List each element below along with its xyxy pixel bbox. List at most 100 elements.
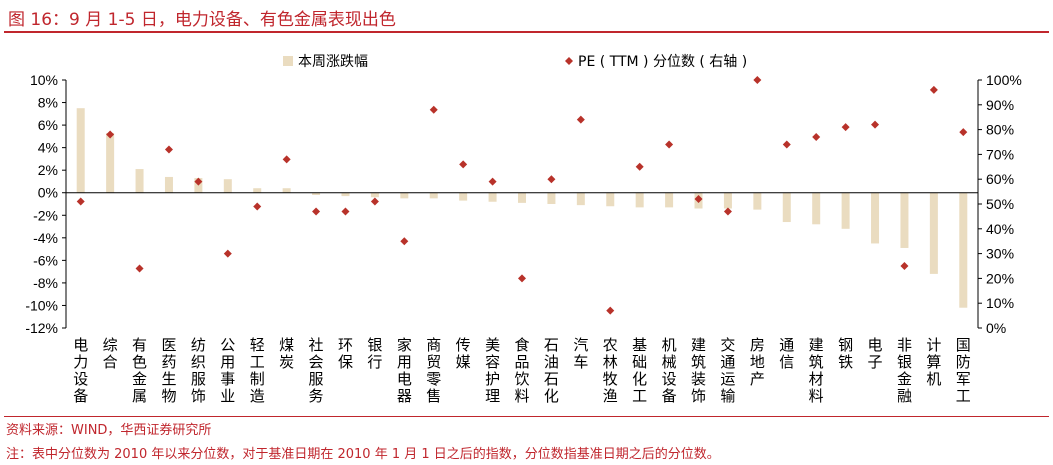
left-tick-label: 10% <box>30 72 58 88</box>
category-label: 综合 <box>103 336 118 371</box>
right-tick-label: 60% <box>986 171 1014 187</box>
pe-marker <box>459 160 468 169</box>
right-tick-label: 80% <box>986 122 1014 138</box>
category-label: 交通运输 <box>720 336 735 405</box>
bar <box>753 192 762 210</box>
bar <box>164 176 173 193</box>
legend-marker-swatch <box>565 57 573 65</box>
category-label: 石油石化 <box>544 336 559 405</box>
pe-marker <box>900 262 909 270</box>
left-tick-label: -12% <box>25 320 58 336</box>
category-label: 轻工制造 <box>250 336 265 405</box>
category-label: 基础化工 <box>632 336 647 405</box>
pe-marker <box>312 207 321 216</box>
pe-marker <box>782 140 791 149</box>
pe-marker <box>488 177 497 186</box>
note-text: 注：表中分位数为 2010 年以来分位数，对于基准日期在 2010 年 1 月 … <box>6 447 720 462</box>
legend-bar-label: 本周涨跌幅 <box>298 54 368 70</box>
pe-marker <box>929 85 938 94</box>
category-label: 通信 <box>779 336 794 371</box>
bar <box>959 192 968 308</box>
left-tick-label: 0% <box>38 185 58 201</box>
pe-marker <box>135 264 144 273</box>
pe-marker <box>576 115 585 124</box>
right-tick-label: 40% <box>986 221 1014 237</box>
category-label: 医药生物 <box>161 336 176 405</box>
bar <box>400 192 409 199</box>
pe-marker <box>694 195 703 204</box>
pe-marker <box>194 177 203 186</box>
pe-marker <box>723 207 732 216</box>
right-tick-label: 10% <box>986 295 1014 311</box>
bar <box>518 192 526 203</box>
category-label: 电力设备 <box>73 336 88 405</box>
pe-marker <box>370 197 379 206</box>
title-divider <box>4 31 1049 33</box>
left-tick-label: -4% <box>33 230 58 246</box>
bar <box>341 192 350 197</box>
bar <box>606 192 615 207</box>
pe-marker <box>223 249 232 258</box>
pe-marker <box>606 306 615 315</box>
bar <box>547 192 556 204</box>
bar <box>253 188 262 193</box>
bar <box>782 192 791 223</box>
pe-marker <box>253 202 262 211</box>
pe-marker <box>400 237 409 246</box>
bar <box>429 192 438 199</box>
legend-marker-label: PE ( TTM ) 分位数 ( 右轴 ) <box>578 54 747 70</box>
pe-marker <box>841 123 850 132</box>
bar <box>459 192 468 201</box>
left-tick-label: -8% <box>33 275 58 291</box>
pe-marker <box>282 155 291 164</box>
left-tick-label: 2% <box>38 162 58 178</box>
pe-marker <box>665 140 674 149</box>
category-label: 建筑装饰 <box>691 336 706 405</box>
footer-divider <box>4 416 1049 417</box>
right-tick-label: 50% <box>986 196 1014 212</box>
left-tick-label: 8% <box>38 95 58 111</box>
category-label: 计算机 <box>926 336 941 388</box>
pe-marker <box>812 133 821 142</box>
bar <box>841 192 850 229</box>
bar <box>312 192 321 195</box>
category-label: 家用电器 <box>397 336 412 405</box>
pe-marker <box>164 145 173 154</box>
bar <box>282 188 291 193</box>
right-tick-label: 30% <box>986 246 1014 262</box>
category-label: 美容护理 <box>485 336 500 405</box>
bar <box>723 192 732 209</box>
pe-marker <box>76 197 85 206</box>
bar <box>635 192 644 208</box>
bar <box>871 192 880 244</box>
category-label: 煤炭 <box>279 336 294 371</box>
category-label: 公用事业 <box>220 336 235 405</box>
left-tick-label: -6% <box>33 252 58 268</box>
left-tick-label: -10% <box>25 297 58 313</box>
chart-title: 图 16：9 月 1-5 日，电力设备、有色金属表现出色 <box>8 10 396 30</box>
category-label: 国防军工 <box>956 336 971 405</box>
category-label: 汽车 <box>573 336 588 371</box>
legend-bar-swatch <box>283 56 293 66</box>
category-label: 社会服务 <box>309 336 324 405</box>
left-tick-label: -2% <box>33 207 58 223</box>
pe-marker <box>753 76 762 84</box>
pe-marker <box>429 105 438 114</box>
source-text: 资料来源：WIND，华西证券研究所 <box>6 423 212 438</box>
right-tick-label: 100% <box>986 72 1022 88</box>
pe-marker <box>635 162 644 171</box>
left-tick-label: 6% <box>38 117 58 133</box>
category-label: 银行 <box>367 336 382 371</box>
category-label: 环保 <box>338 336 353 371</box>
category-label: 有色金属 <box>132 336 147 405</box>
bar <box>223 179 232 193</box>
left-tick-label: 4% <box>38 140 58 156</box>
pe-marker <box>871 120 880 129</box>
pe-marker <box>106 130 115 139</box>
bar <box>929 192 938 274</box>
category-label: 钢铁 <box>838 336 853 371</box>
category-label: 传媒 <box>456 336 471 371</box>
right-tick-label: 90% <box>986 97 1014 113</box>
right-tick-label: 20% <box>986 270 1014 286</box>
bar <box>488 192 497 202</box>
